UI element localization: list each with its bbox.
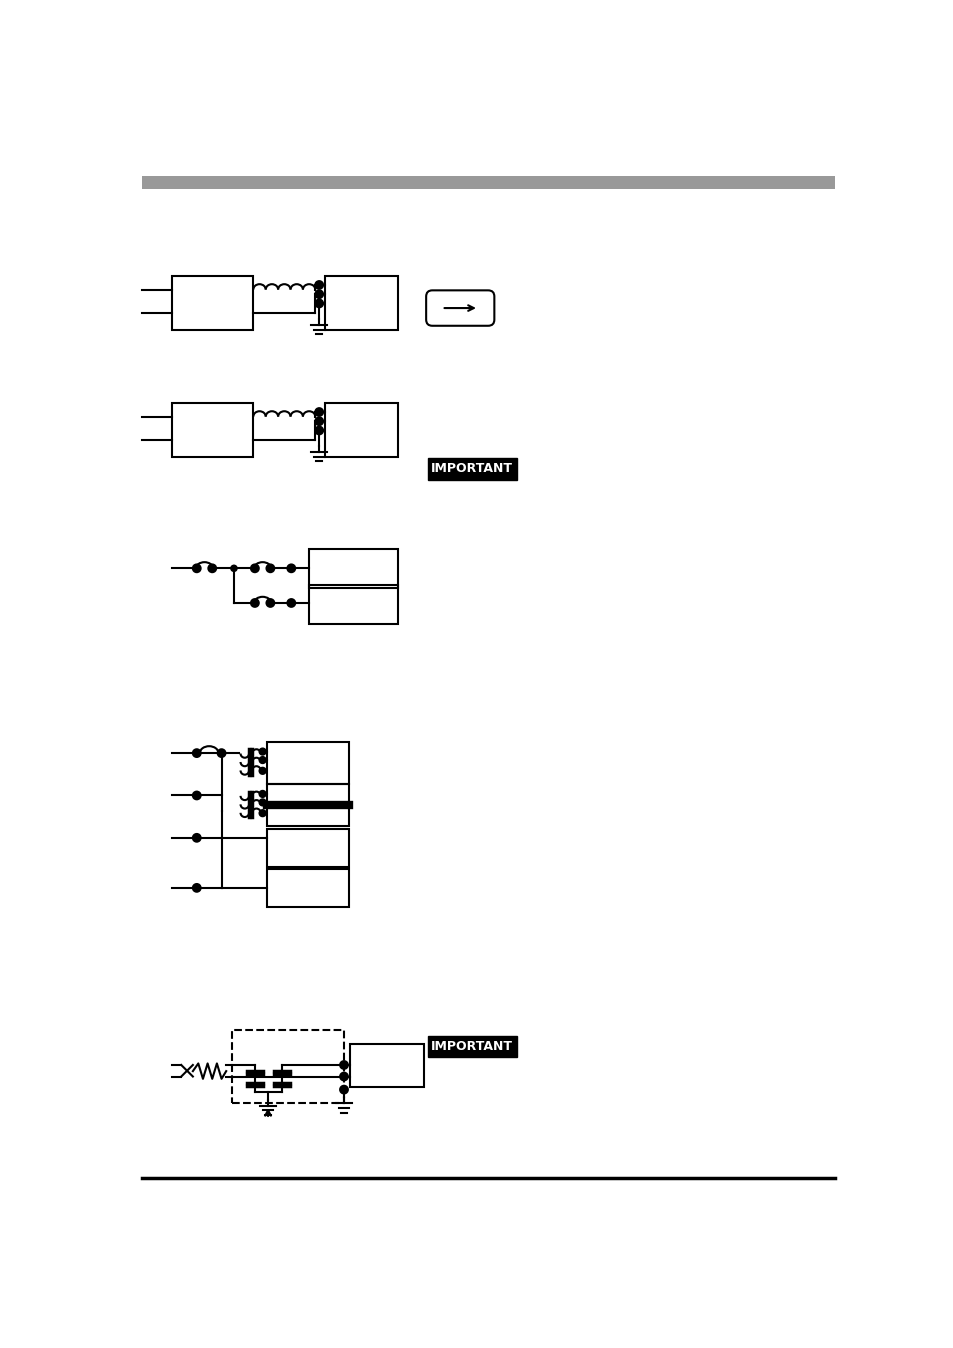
Circle shape — [251, 565, 258, 572]
Circle shape — [193, 834, 200, 841]
Bar — [309, 549, 397, 588]
Circle shape — [193, 565, 200, 572]
Circle shape — [315, 299, 323, 307]
Bar — [267, 868, 348, 907]
Circle shape — [340, 1085, 348, 1093]
Circle shape — [259, 748, 266, 755]
Circle shape — [259, 810, 266, 817]
Bar — [267, 785, 348, 826]
Bar — [172, 276, 253, 330]
Circle shape — [217, 749, 225, 758]
Circle shape — [340, 1061, 348, 1069]
Circle shape — [259, 791, 266, 797]
Bar — [267, 829, 348, 867]
Circle shape — [193, 884, 200, 892]
Text: IMPORTANT: IMPORTANT — [431, 1041, 513, 1053]
Circle shape — [218, 749, 224, 756]
Circle shape — [193, 791, 200, 799]
Circle shape — [208, 565, 216, 572]
Circle shape — [251, 599, 258, 607]
Circle shape — [315, 418, 323, 425]
Circle shape — [259, 768, 266, 774]
Circle shape — [266, 565, 274, 572]
Circle shape — [340, 1073, 348, 1080]
Circle shape — [315, 290, 323, 298]
Circle shape — [315, 408, 323, 417]
Circle shape — [287, 565, 294, 572]
Circle shape — [287, 599, 294, 607]
Bar — [172, 403, 253, 457]
FancyBboxPatch shape — [426, 290, 494, 326]
Bar — [232, 1030, 344, 1104]
Bar — [309, 585, 397, 624]
Circle shape — [259, 758, 266, 763]
Circle shape — [315, 282, 323, 288]
Bar — [142, 175, 835, 190]
Bar — [427, 1035, 517, 1057]
Circle shape — [231, 565, 236, 572]
Text: IMPORTANT: IMPORTANT — [431, 462, 513, 476]
Bar — [324, 403, 397, 457]
Circle shape — [193, 749, 200, 758]
Circle shape — [315, 426, 323, 434]
Circle shape — [266, 599, 274, 607]
Bar — [267, 741, 348, 785]
Bar — [324, 276, 397, 330]
Circle shape — [259, 799, 266, 806]
Bar — [427, 458, 517, 480]
Bar — [350, 1045, 423, 1086]
